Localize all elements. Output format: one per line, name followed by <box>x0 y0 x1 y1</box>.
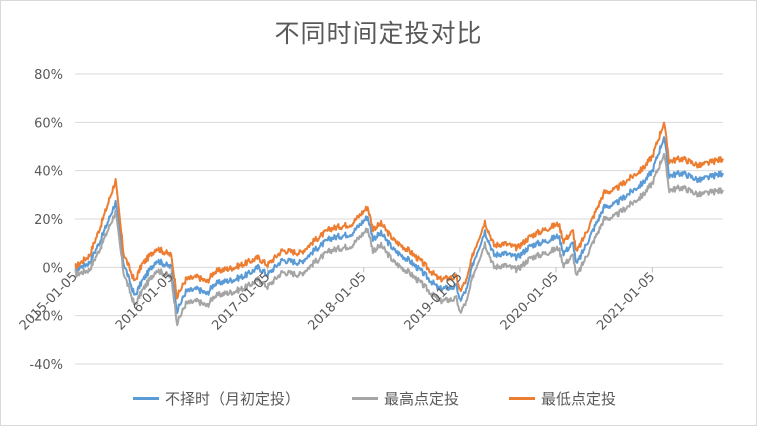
y-tick-label: 40% <box>34 165 63 180</box>
legend-label: 不择时（月初定投） <box>165 389 301 408</box>
y-tick-label: 20% <box>34 213 63 228</box>
x-tick-label: 2019-01-05 <box>402 270 466 334</box>
legend-swatch <box>352 396 378 400</box>
y-tick-label: 0% <box>42 261 63 276</box>
series-line-1 <box>74 153 724 327</box>
legend-item: 最低点定投 <box>509 386 616 410</box>
legend-label: 最低点定投 <box>541 389 617 408</box>
x-tick-label: 2020-01-05 <box>498 270 562 334</box>
y-tick-label: 80% <box>34 68 63 83</box>
x-tick-label: 2018-01-05 <box>305 270 369 334</box>
y-tick-label: 60% <box>34 116 63 131</box>
legend-item: 不择时（月初定投） <box>133 386 300 410</box>
y-tick-label: -20% <box>29 310 63 325</box>
legend-swatch <box>133 396 159 400</box>
series-line-2 <box>74 121 724 300</box>
series-line-0 <box>74 136 724 314</box>
legend-label: 最高点定投 <box>384 389 460 408</box>
x-tick-label: 2021-01-05 <box>594 270 658 334</box>
chart-title: 不同时间定投对比 <box>274 19 483 48</box>
legend: 不择时（月初定投） 最高点定投 最低点定投 <box>0 386 757 410</box>
y-axis: -40% -20% 0% 20% 40% 60% 80% <box>29 68 63 373</box>
gridlines <box>75 73 723 365</box>
series-lines <box>74 121 724 327</box>
x-axis: 2015-01-05 2016-01-05 2017-01-05 2018-01-05… <box>17 267 658 334</box>
legend-swatch <box>509 396 535 400</box>
y-tick-label: -40% <box>29 358 63 373</box>
legend-item: 最高点定投 <box>352 386 459 410</box>
